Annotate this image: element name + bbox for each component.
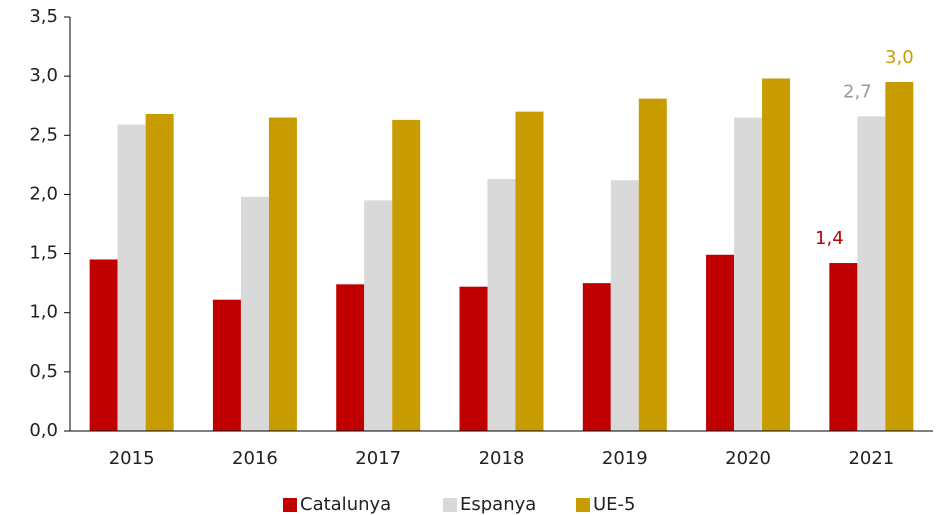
x-tick-label: 2016 (232, 448, 278, 469)
x-tick-label: 2019 (602, 448, 648, 469)
bar (145, 113, 174, 431)
bar (89, 259, 118, 431)
data-label: 1,4 (815, 228, 844, 249)
bar (336, 284, 365, 431)
bar (392, 119, 421, 431)
bar (762, 78, 791, 431)
bar (117, 124, 146, 431)
bar (240, 196, 269, 431)
y-tick-label: 0,5 (29, 361, 58, 382)
bar (212, 299, 241, 431)
bar (857, 116, 886, 432)
bar (638, 98, 667, 432)
y-tick-label: 2,0 (29, 183, 58, 204)
legend-label: Catalunya (300, 494, 391, 515)
x-tick-label: 2017 (355, 448, 401, 469)
bar (734, 117, 763, 432)
x-tick-label: 2018 (479, 448, 525, 469)
legend-swatch (576, 498, 590, 512)
x-tick-label: 2015 (109, 448, 155, 469)
x-tick-label: 2020 (725, 448, 771, 469)
bar (610, 180, 639, 431)
bar (487, 179, 516, 431)
legend-label: Espanya (460, 494, 536, 515)
legend-swatch (283, 498, 297, 512)
bar (829, 263, 858, 431)
bar (268, 117, 297, 432)
data-label: 3,0 (885, 47, 914, 68)
legend-swatch (443, 498, 457, 512)
x-tick-label: 2021 (848, 448, 894, 469)
bar (459, 286, 488, 431)
legend-label: UE-5 (593, 494, 636, 515)
bar (515, 111, 544, 431)
y-tick-label: 0,0 (29, 420, 58, 441)
bar (706, 254, 735, 431)
y-tick-label: 3,5 (29, 6, 58, 27)
y-tick-label: 1,0 (29, 302, 58, 323)
bar (885, 82, 914, 432)
y-tick-label: 1,5 (29, 243, 58, 264)
y-tick-label: 3,0 (29, 65, 58, 86)
bar (582, 283, 611, 431)
y-tick-label: 2,5 (29, 124, 58, 145)
bar (364, 200, 393, 431)
data-label: 2,7 (843, 81, 872, 102)
